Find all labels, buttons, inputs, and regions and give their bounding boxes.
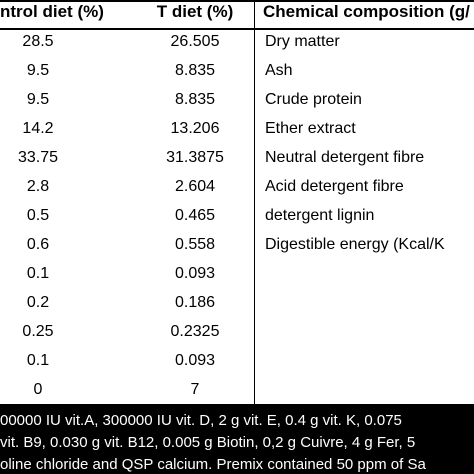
column-divider: [254, 0, 255, 404]
cell-chemical-composition: Neutral detergent fibre: [265, 149, 425, 166]
cell-t-diet: 7: [190, 381, 200, 398]
footnote-line-2: vit. B9, 0.030 g vit. B12, 0.005 g Bioti…: [0, 434, 416, 451]
cell-t-diet: 8.835: [174, 62, 216, 79]
cell-chemical-composition: Crude protein: [265, 91, 362, 108]
header-t-diet: T diet (%): [156, 2, 234, 21]
cell-t-diet: 0.186: [174, 294, 216, 311]
cell-control-diet: 33.75: [17, 149, 59, 166]
cell-chemical-composition: Dry matter: [265, 33, 340, 50]
cell-control-diet: 9.5: [26, 62, 50, 79]
cell-t-diet: 0.093: [174, 352, 216, 369]
cell-t-diet: 8.835: [174, 91, 216, 108]
cell-control-diet: 0.1: [26, 265, 50, 282]
cell-control-diet: 2.8: [26, 178, 50, 195]
footnote-line-3: oline chloride and QSP calcium. Premix c…: [0, 456, 426, 473]
cell-control-diet: 0: [33, 381, 43, 398]
cell-control-diet: 14.2: [22, 120, 54, 137]
diet-composition-table: ntrol diet (%) T diet (%) Chemical compo…: [0, 0, 474, 404]
cell-control-diet: 0.5: [26, 207, 50, 224]
cell-control-diet: 0.6: [26, 236, 50, 253]
cell-chemical-composition: Digestible energy (Kcal/K: [265, 236, 445, 253]
cell-control-diet: 9.5: [26, 91, 50, 108]
cell-control-diet: 0.1: [26, 352, 50, 369]
header-chemical-composition: Chemical composition (g/: [263, 2, 470, 21]
cell-chemical-composition: detergent lignin: [265, 207, 375, 224]
cell-chemical-composition: Acid detergent fibre: [265, 178, 404, 195]
cell-t-diet: 0.2325: [170, 323, 220, 340]
table-top-rule: [0, 0, 474, 2]
cell-t-diet: 2.604: [174, 178, 216, 195]
cell-t-diet: 0.465: [174, 207, 216, 224]
table-footnote: 00000 IU vit.A, 300000 IU vit. D, 2 g vi…: [0, 404, 474, 474]
cell-control-diet: 0.2: [26, 294, 50, 311]
cell-t-diet: 26.505: [170, 33, 220, 50]
cell-chemical-composition: Ash: [265, 62, 293, 79]
header-bottom-rule: [0, 28, 474, 30]
cell-chemical-composition: Ether extract: [265, 120, 356, 137]
cell-t-diet: 13.206: [170, 120, 220, 137]
cell-t-diet: 31.3875: [166, 149, 224, 166]
cell-t-diet: 0.558: [174, 236, 216, 253]
footnote-line-1: 00000 IU vit.A, 300000 IU vit. D, 2 g vi…: [0, 412, 402, 429]
cell-t-diet: 0.093: [174, 265, 216, 282]
header-control-diet: ntrol diet (%): [0, 2, 104, 21]
cell-control-diet: 0.25: [22, 323, 54, 340]
cell-control-diet: 28.5: [22, 33, 54, 50]
